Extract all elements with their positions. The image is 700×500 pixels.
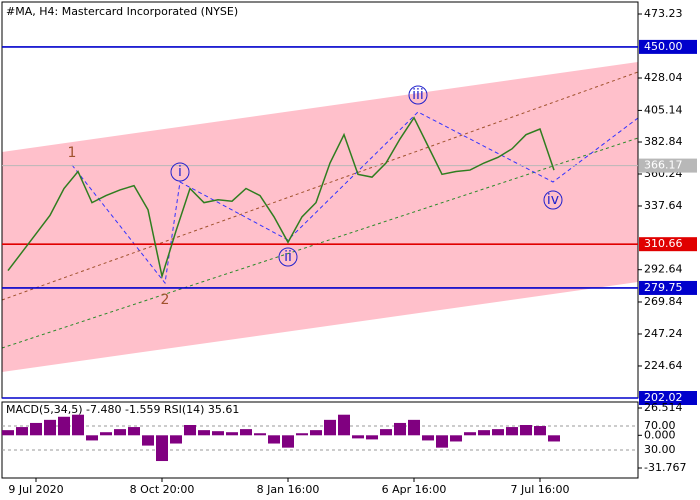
macd-bar	[394, 422, 406, 436]
y-tick-label: 224.64	[644, 359, 683, 372]
indicator-title: MACD(5,34,5) -7.480 -1.559 RSI(14) 35.61	[6, 403, 239, 416]
macd-bar	[128, 427, 140, 436]
macd-bar	[142, 435, 154, 446]
y-tick-label: 473.23	[644, 7, 683, 20]
macd-bar	[548, 435, 560, 442]
y-tick-label: 428.04	[644, 71, 683, 84]
wave-label: i	[178, 164, 182, 180]
trend-line	[1, 71, 639, 301]
macd-bar	[506, 427, 518, 436]
wave-circle	[543, 190, 563, 210]
macd-bar	[72, 414, 84, 436]
wave-circle	[170, 162, 190, 182]
wave-circle	[278, 247, 298, 267]
x-tick-label: 8 Jan 16:00	[257, 483, 320, 496]
macd-bar	[30, 422, 42, 436]
rsi-label: 70.00	[644, 419, 676, 432]
channel	[2, 62, 638, 372]
macd-bar	[226, 432, 238, 436]
sub-frame	[1, 401, 639, 479]
macd-bar	[16, 427, 28, 436]
wave-path	[71, 111, 639, 285]
macd-bar	[380, 429, 392, 436]
level-label: 450.00	[644, 40, 683, 53]
macd-bar	[478, 430, 490, 436]
wave-circle	[408, 85, 428, 105]
level-box	[639, 280, 697, 295]
macd-bar	[212, 431, 224, 436]
macd-bar	[324, 419, 336, 436]
wave-label: iii	[412, 87, 424, 103]
macd-bar	[170, 435, 182, 444]
macd-bar	[2, 430, 14, 436]
wave-label: 1	[68, 145, 77, 161]
rsi-label: 30.00	[644, 443, 676, 456]
macd-bar	[492, 429, 504, 436]
level-box	[639, 391, 697, 405]
macd-bar	[114, 429, 126, 436]
y-tick-label: 292.64	[644, 263, 683, 276]
x-tick-label: 6 Apr 16:00	[382, 483, 447, 496]
macd-bar	[240, 429, 252, 436]
y-tick-label: -31.767	[644, 461, 686, 474]
macd-bar	[534, 426, 546, 436]
macd-bar	[44, 419, 56, 436]
level-label: 310.66	[644, 237, 683, 250]
macd-bar	[156, 435, 168, 462]
macd-bar	[86, 435, 98, 441]
macd-bar	[296, 433, 308, 436]
x-tick-label: 9 Jul 2020	[8, 483, 63, 496]
wave-label: 2	[161, 292, 170, 308]
y-tick-label: 269.84	[644, 295, 683, 308]
macd-bar	[310, 430, 322, 436]
level-label: 366.17	[644, 159, 683, 172]
wave-label: iv	[547, 192, 559, 208]
macd-bar	[58, 416, 70, 436]
macd-bar	[436, 435, 448, 448]
macd-bar	[464, 432, 476, 436]
level-label: 202.02	[644, 391, 683, 404]
level-label: 279.75	[644, 281, 683, 294]
macd-bar	[100, 432, 112, 436]
y-tick-label: 247.24	[644, 327, 683, 340]
level-box	[639, 39, 697, 54]
macd-bar	[520, 425, 532, 436]
macd-bar	[422, 435, 434, 441]
macd-bar	[352, 435, 364, 439]
macd-bar	[366, 435, 378, 440]
macd-bar	[254, 433, 266, 436]
trend-line	[1, 137, 639, 349]
macd-bar	[282, 435, 294, 448]
macd-bar	[408, 419, 420, 436]
macd-bar	[268, 435, 280, 444]
x-tick-label: 7 Jul 16:00	[511, 483, 570, 496]
price-line	[7, 116, 555, 280]
chart-title: #MA, H4: Mastercard Incorporated (NYSE)	[6, 5, 238, 18]
y-tick-label: 405.14	[644, 103, 683, 116]
macd-bar	[184, 425, 196, 436]
y-tick-label: 337.64	[644, 199, 683, 212]
y-tick-label: 382.84	[644, 135, 683, 148]
macd-bar	[198, 430, 210, 436]
macd-bar	[338, 414, 350, 436]
macd-bar	[450, 435, 462, 442]
x-tick-label: 8 Oct 20:00	[130, 483, 195, 496]
level-box	[639, 237, 697, 252]
y-tick-label: 0.000	[644, 428, 676, 441]
level-box	[639, 158, 697, 173]
y-tick-label: 26.514	[644, 401, 683, 414]
wave-label: ii	[284, 249, 292, 265]
